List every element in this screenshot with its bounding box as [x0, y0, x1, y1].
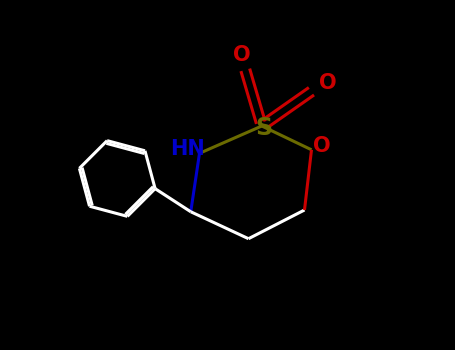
Text: HN: HN [170, 139, 205, 159]
Text: O: O [319, 73, 337, 93]
Text: O: O [233, 45, 250, 65]
Text: S: S [255, 116, 272, 140]
Text: O: O [313, 136, 331, 156]
